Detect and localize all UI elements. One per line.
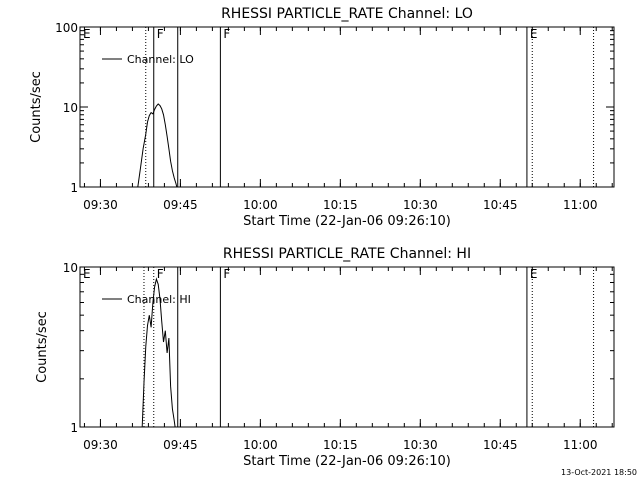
plot-frame: [79, 26, 615, 188]
y-axis: 1 10 Counts/sec: [35, 261, 614, 435]
marker-label-e: E: [83, 267, 91, 281]
y-tick-label: 10: [63, 101, 78, 115]
x-tick-label: 10:15: [323, 438, 358, 452]
chart-title: RHESSI PARTICLE_RATE Channel: HI: [223, 246, 471, 262]
x-tick-label: 10:30: [403, 198, 438, 212]
y-axis: 1 10 100 Counts/sec: [29, 21, 614, 195]
x-tick-label: 10:15: [323, 198, 358, 212]
y-tick-label: 10: [63, 261, 78, 275]
x-tick-label: 10:30: [403, 438, 438, 452]
legend: Channel: HI: [102, 293, 191, 306]
x-axis-label: Start Time (22-Jan-06 09:26:10): [243, 214, 451, 229]
marker-label-f: F: [223, 27, 230, 41]
chart-title: RHESSI PARTICLE_RATE Channel: LO: [221, 6, 473, 22]
y-axis-label: Counts/sec: [29, 71, 44, 143]
x-axis-label: Start Time (22-Jan-06 09:26:10): [243, 454, 451, 469]
x-axis: 09:30 09:45 10:00 10:15 10:30 10:45 11:00 Start…: [83, 267, 613, 469]
series-line: [141, 277, 176, 428]
x-tick-label: 09:45: [163, 438, 198, 452]
x-tick-label: 09:45: [163, 198, 198, 212]
x-tick-label: 10:45: [483, 198, 518, 212]
legend-entry: Channel: LO: [127, 53, 194, 66]
y-tick-label: 100: [55, 21, 78, 35]
plot-frame: [79, 266, 615, 428]
x-tick-label: 11:00: [563, 198, 598, 212]
marker-label-e: E: [530, 27, 538, 41]
marker-label-e: E: [83, 27, 91, 41]
y-tick-label: 1: [70, 181, 78, 195]
x-tick-label: 11:00: [563, 438, 598, 452]
marker-label-f: F: [157, 267, 164, 281]
marker-label-f: F: [157, 27, 164, 41]
annotations: F F EE: [83, 267, 595, 427]
series-line: [137, 103, 178, 188]
x-tick-label: 10:00: [243, 438, 278, 452]
marker-label-f: F: [223, 267, 230, 281]
x-tick-label: 10:00: [243, 198, 278, 212]
x-tick-label: 09:30: [83, 198, 118, 212]
x-tick-label: 10:45: [483, 438, 518, 452]
marker-label-e: E: [530, 267, 538, 281]
legend-entry: Channel: HI: [127, 293, 191, 306]
y-axis-label: Counts/sec: [35, 311, 50, 383]
legend: Channel: LO: [102, 53, 194, 66]
footer-timestamp: 13-Oct-2021 18:50: [561, 468, 637, 477]
x-tick-label: 09:30: [83, 438, 118, 452]
x-axis: 09:30 09:45 10:00 10:15 10:30 10:45 11:00 Start…: [83, 27, 613, 229]
y-tick-label: 1: [70, 421, 78, 435]
annotations: F F EE: [83, 27, 595, 187]
